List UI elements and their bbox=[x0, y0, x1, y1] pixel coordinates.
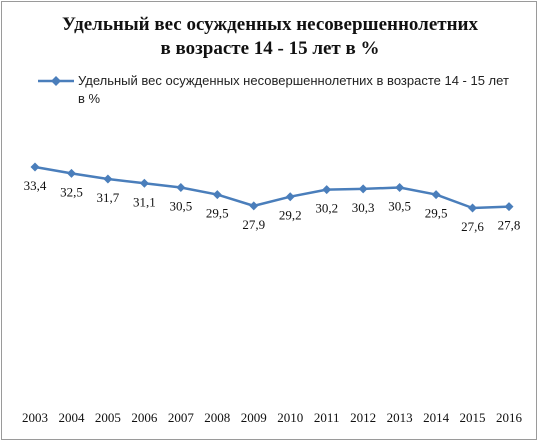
data-point-2007 bbox=[176, 183, 186, 192]
x-tick-2009: 2009 bbox=[241, 410, 267, 425]
data-label-2005: 31,7 bbox=[97, 190, 120, 205]
data-label-2008: 29,5 bbox=[206, 206, 229, 221]
data-point-2011 bbox=[322, 185, 332, 195]
data-point-2016 bbox=[504, 202, 514, 212]
chart-title-line-2: в возрасте 14 - 15 лет в % bbox=[160, 38, 380, 59]
x-tick-2015: 2015 bbox=[460, 410, 486, 425]
data-label-2004: 32,5 bbox=[60, 184, 83, 199]
data-label-2006: 31,1 bbox=[133, 194, 156, 209]
data-point-2015 bbox=[468, 203, 478, 213]
x-tick-2008: 2008 bbox=[204, 410, 230, 425]
x-tick-2005: 2005 bbox=[95, 410, 121, 425]
data-point-2008 bbox=[212, 190, 222, 200]
x-tick-2016: 2016 bbox=[496, 410, 523, 425]
data-point-2003 bbox=[30, 162, 40, 172]
series-line bbox=[34, 165, 510, 210]
data-point-2010 bbox=[285, 192, 295, 202]
x-tick-2007: 2007 bbox=[168, 410, 195, 425]
x-tick-2012: 2012 bbox=[350, 410, 376, 425]
data-label-2013: 30,5 bbox=[388, 199, 411, 214]
data-point-2005 bbox=[103, 174, 113, 184]
data-point-2009 bbox=[249, 201, 259, 211]
data-label-2003: 33,4 bbox=[24, 178, 47, 193]
data-point-2013 bbox=[395, 183, 405, 192]
x-tick-2006: 2006 bbox=[131, 410, 158, 425]
data-label-2010: 29,2 bbox=[279, 208, 302, 223]
x-tick-2010: 2010 bbox=[277, 410, 303, 425]
x-tick-2004: 2004 bbox=[58, 410, 85, 425]
data-point-2012 bbox=[358, 184, 368, 194]
data-point-2014 bbox=[431, 190, 441, 200]
data-label-2015: 27,6 bbox=[461, 219, 484, 234]
data-label-2014: 29,5 bbox=[425, 206, 448, 221]
legend-marker-icon bbox=[38, 76, 74, 86]
data-label-2009: 27,9 bbox=[242, 217, 265, 232]
data-label-2007: 30,5 bbox=[169, 199, 192, 214]
data-label-2012: 30,3 bbox=[352, 200, 375, 215]
x-tick-2011: 2011 bbox=[314, 410, 340, 425]
data-label-2016: 27,8 bbox=[498, 218, 521, 233]
x-tick-2003: 2003 bbox=[22, 410, 48, 425]
data-point-2004 bbox=[66, 168, 76, 178]
legend: Удельный вес осужденных несовершеннолетн… bbox=[38, 72, 518, 112]
data-label-2011: 30,2 bbox=[315, 201, 338, 216]
chart-title-line-1: Удельный вес осужденных несовершеннолетн… bbox=[62, 14, 478, 35]
data-point-2006 bbox=[139, 178, 149, 188]
legend-label: Удельный вес осужденных несовершеннолетн… bbox=[78, 73, 509, 106]
x-tick-2013: 2013 bbox=[387, 410, 413, 425]
x-tick-2014: 2014 bbox=[423, 410, 450, 425]
